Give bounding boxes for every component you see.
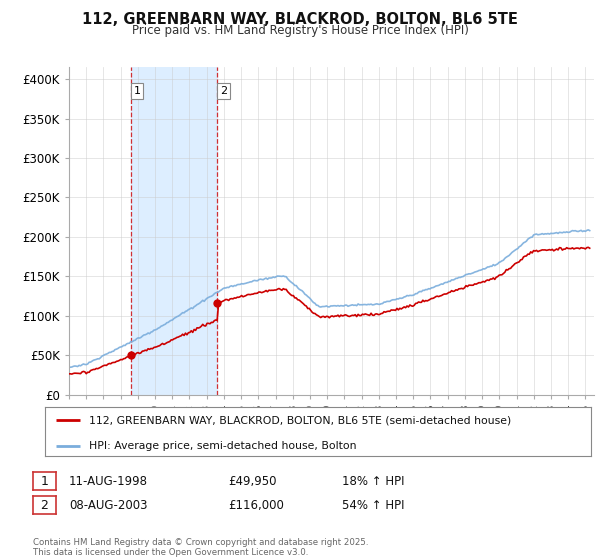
Text: 112, GREENBARN WAY, BLACKROD, BOLTON, BL6 5TE: 112, GREENBARN WAY, BLACKROD, BOLTON, BL… (82, 12, 518, 27)
Text: 112, GREENBARN WAY, BLACKROD, BOLTON, BL6 5TE (semi-detached house): 112, GREENBARN WAY, BLACKROD, BOLTON, BL… (89, 416, 511, 426)
Text: 08-AUG-2003: 08-AUG-2003 (69, 498, 148, 512)
Text: £49,950: £49,950 (228, 474, 277, 488)
Text: 2: 2 (40, 498, 49, 512)
Text: 11-AUG-1998: 11-AUG-1998 (69, 474, 148, 488)
Text: Price paid vs. HM Land Registry's House Price Index (HPI): Price paid vs. HM Land Registry's House … (131, 24, 469, 36)
Text: 18% ↑ HPI: 18% ↑ HPI (342, 474, 404, 488)
Text: HPI: Average price, semi-detached house, Bolton: HPI: Average price, semi-detached house,… (89, 441, 356, 451)
Text: 1: 1 (134, 86, 141, 96)
Text: £116,000: £116,000 (228, 498, 284, 512)
Text: 54% ↑ HPI: 54% ↑ HPI (342, 498, 404, 512)
Text: 2: 2 (220, 86, 227, 96)
Text: Contains HM Land Registry data © Crown copyright and database right 2025.
This d: Contains HM Land Registry data © Crown c… (33, 538, 368, 557)
Bar (131, 67, 217, 395)
Text: 1: 1 (40, 474, 49, 488)
